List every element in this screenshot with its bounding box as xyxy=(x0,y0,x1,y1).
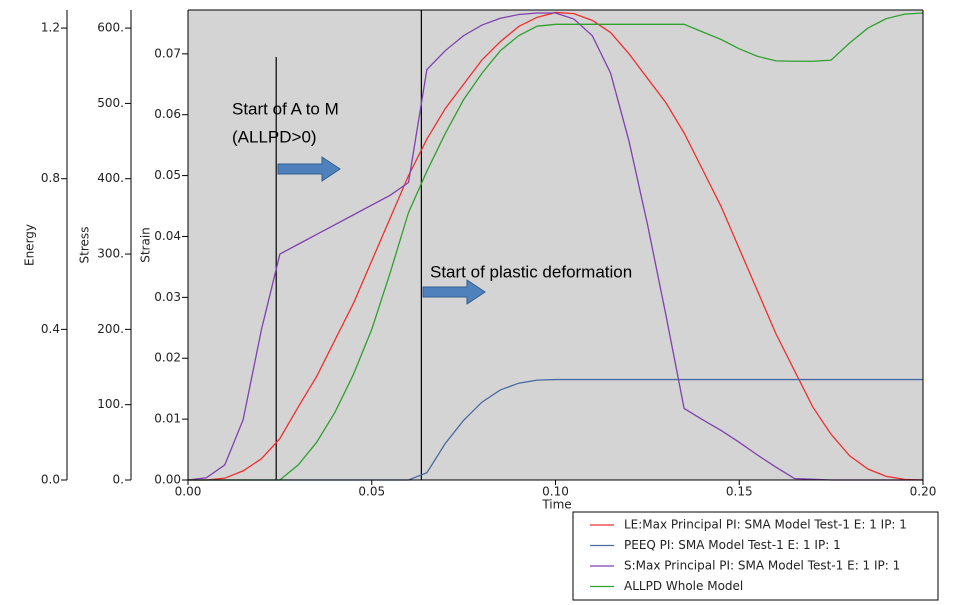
tick-label: 0.00 xyxy=(154,473,181,487)
x-tick-label: 0.05 xyxy=(358,485,385,499)
x-tick-label: 0.20 xyxy=(910,485,937,499)
tick-label: 500. xyxy=(97,96,124,110)
tick-label: 1.2 xyxy=(41,21,60,35)
arrow xyxy=(277,156,341,182)
tick-label: 400. xyxy=(97,171,124,185)
series-line xyxy=(187,12,923,481)
legend-entry: ALLPD Whole Model xyxy=(624,579,743,593)
legend xyxy=(572,511,939,601)
legend-entry: PEEQ PI: SMA Model Test-1 E: 1 IP: 1 xyxy=(624,538,841,552)
y-axis-label: Strain xyxy=(139,227,153,263)
arrow xyxy=(422,279,486,305)
x-tick-label: 0.15 xyxy=(726,485,753,499)
tick-label: 0.0 xyxy=(41,473,60,487)
y2-axis-label: Stress xyxy=(78,227,92,264)
tick-label: 0.03 xyxy=(154,290,181,304)
annotation: Start of A to M xyxy=(232,99,339,118)
legend-entry: LE:Max Principal PI: SMA Model Test-1 E:… xyxy=(624,518,907,532)
x-tick-label: 0.00 xyxy=(175,485,202,499)
tick-label: 0.8 xyxy=(41,171,60,185)
tick-label: 0.02 xyxy=(154,351,181,365)
tick-label: 0.04 xyxy=(154,229,181,243)
x-axis-label: Time xyxy=(541,498,571,512)
y3-axis-label: Energy xyxy=(23,224,37,266)
tick-label: 100. xyxy=(97,397,124,411)
tick-label: 600. xyxy=(97,21,124,35)
tick-label: 0.07 xyxy=(154,46,181,60)
series-line xyxy=(188,12,924,481)
annotation: Start of plastic deformation xyxy=(430,262,632,281)
tick-label: 200. xyxy=(97,322,124,336)
tick-label: 0. xyxy=(113,473,124,487)
tick-label: 0.01 xyxy=(154,412,181,426)
tick-label: 0.05 xyxy=(154,168,181,182)
x-tick-label: 0.10 xyxy=(542,485,569,499)
tick-label: 0.4 xyxy=(41,322,60,336)
tick-label: 0.06 xyxy=(154,107,181,121)
legend-entry: S:Max Principal PI: SMA Model Test-1 E: … xyxy=(624,559,900,573)
tick-label: 300. xyxy=(97,247,124,261)
plot-area xyxy=(188,10,923,480)
annotation: (ALLPD>0) xyxy=(232,127,317,146)
